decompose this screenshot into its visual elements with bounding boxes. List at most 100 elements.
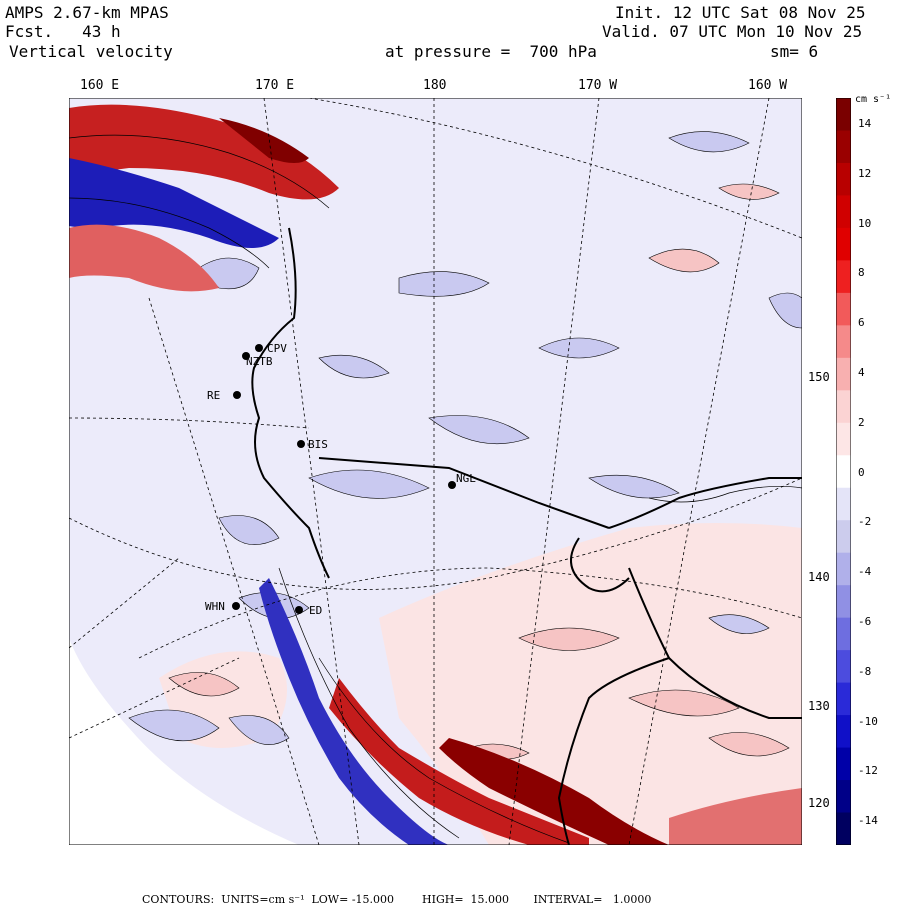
colorbar-tick-label: 8 xyxy=(858,266,865,280)
station-marker-whn xyxy=(232,602,240,610)
colorbar-swatch xyxy=(836,552,851,586)
colorbar-swatch xyxy=(836,715,851,749)
colorbar-swatch xyxy=(836,747,851,781)
station-marker-ngl xyxy=(448,481,456,489)
negative-patch xyxy=(218,515,280,545)
lon-label-170w: 170 W xyxy=(578,78,618,93)
colorbar-tick-label: -14 xyxy=(858,814,878,828)
strong-positive-band xyxy=(219,118,309,163)
colorbar-swatch xyxy=(836,98,851,131)
station-marker-cpv xyxy=(255,344,263,352)
colorbar-swatch xyxy=(836,162,851,196)
station-label-ed: ED xyxy=(309,604,323,617)
negative-patch xyxy=(398,271,490,297)
lon-label-160w: 160 W xyxy=(748,78,788,93)
coastline xyxy=(570,537,630,593)
model-title: AMPS 2.67-km MPAS xyxy=(5,3,169,22)
colorbar-swatch xyxy=(836,585,851,619)
colorbar-tick-label: 12 xyxy=(858,166,872,180)
lon-label-170e: 170 E xyxy=(255,78,295,93)
colorbar-swatch xyxy=(836,422,851,456)
coastline xyxy=(608,477,802,529)
negative-patch xyxy=(668,131,750,153)
colorbar-tick-label: -2 xyxy=(858,515,872,529)
positive-patch xyxy=(708,732,790,757)
coastline xyxy=(251,227,330,579)
negative-patch xyxy=(428,415,530,444)
colorbar-swatch xyxy=(836,780,851,814)
negative-patch xyxy=(588,474,680,499)
colorbar-swatch xyxy=(836,812,851,845)
strong-positive-band xyxy=(439,738,669,845)
colorbar-units: cm s⁻¹ xyxy=(855,94,892,105)
coastline xyxy=(668,657,802,719)
colorbar-tick-label: -6 xyxy=(858,614,872,628)
colorbar-tick-label: -4 xyxy=(858,565,872,579)
station-label-whn: WHN xyxy=(205,600,225,613)
negative-patch xyxy=(768,292,802,329)
positive-patch xyxy=(718,183,780,200)
positive-patch xyxy=(168,672,240,697)
station-marker-nztb xyxy=(242,352,250,360)
colorbar-tick-label: 14 xyxy=(858,116,872,130)
negative-patch xyxy=(538,337,620,359)
station-marker-bis xyxy=(297,440,305,448)
valid-time: Valid. 07 UTC Mon 10 Nov 25 xyxy=(602,22,863,41)
positive-patch xyxy=(518,627,620,651)
colorbar-tick-label: 0 xyxy=(858,465,865,479)
station-marker-re xyxy=(233,391,241,399)
colorbar-swatch xyxy=(836,227,851,261)
negative-patch xyxy=(308,469,430,499)
vertical-velocity-map xyxy=(69,98,802,845)
colorbar-tick-label: -8 xyxy=(858,664,872,678)
field-name: Vertical velocity xyxy=(9,42,173,61)
coastline xyxy=(557,567,671,845)
station-label-ngl: NGL xyxy=(456,472,476,485)
strong-positive-band xyxy=(69,104,339,200)
colorbar-swatch xyxy=(836,617,851,651)
station-label-nztb: NZTB xyxy=(246,355,273,368)
station-label-cpv: CPV xyxy=(267,342,287,355)
forecast-hour: Fcst. 43 h xyxy=(5,22,121,41)
colorbar-swatch xyxy=(836,650,851,684)
colorbar-swatch xyxy=(836,682,851,716)
colorbar xyxy=(836,98,851,845)
init-time: Init. 12 UTC Sat 08 Nov 25 xyxy=(615,3,866,22)
negative-patch xyxy=(128,709,220,742)
pressure-level: at pressure = 700 hPa xyxy=(385,42,597,61)
contour-info: CONTOURS: UNITS=cm s⁻¹ LOW= -15.000 HIGH… xyxy=(135,880,651,906)
colorbar-swatch xyxy=(836,260,851,294)
colorbar-swatch xyxy=(836,130,851,164)
station-label-bis: BIS xyxy=(308,438,328,451)
strong-positive-band xyxy=(329,678,589,845)
colorbar-tick-label: 10 xyxy=(858,216,872,230)
colorbar-swatch xyxy=(836,487,851,521)
colorbar-swatch xyxy=(836,520,851,554)
station-marker-ed xyxy=(295,606,303,614)
station-label-re: RE xyxy=(207,389,221,402)
colorbar-tick-label: 2 xyxy=(858,415,865,429)
colorbar-swatch xyxy=(836,455,851,489)
colorbar-tick-label: 4 xyxy=(858,365,865,379)
ice-shelf-front xyxy=(318,457,610,529)
strong-negative-band xyxy=(259,578,449,845)
colorbar-tick-label: -10 xyxy=(858,714,878,728)
colorbar-tick-label: 6 xyxy=(858,316,865,330)
positive-patch xyxy=(648,248,720,273)
strong-negative-band xyxy=(69,158,279,248)
colorbar-tick-label: -12 xyxy=(858,764,878,778)
strong-positive-band xyxy=(669,788,802,845)
lon-label-160e: 160 E xyxy=(80,78,120,93)
colorbar-swatch xyxy=(836,357,851,391)
smoothing-value: sm= 6 xyxy=(770,42,819,61)
negative-patch xyxy=(228,715,290,745)
positive-patch xyxy=(628,689,740,717)
negative-patch xyxy=(318,354,390,379)
negative-patch xyxy=(708,614,770,634)
colorbar-swatch xyxy=(836,390,851,424)
lon-label-180: 180 xyxy=(423,78,447,93)
colorbar-swatch xyxy=(836,195,851,229)
colorbar-swatch xyxy=(836,325,851,359)
colorbar-swatch xyxy=(836,292,851,326)
strong-positive-band xyxy=(69,224,219,292)
